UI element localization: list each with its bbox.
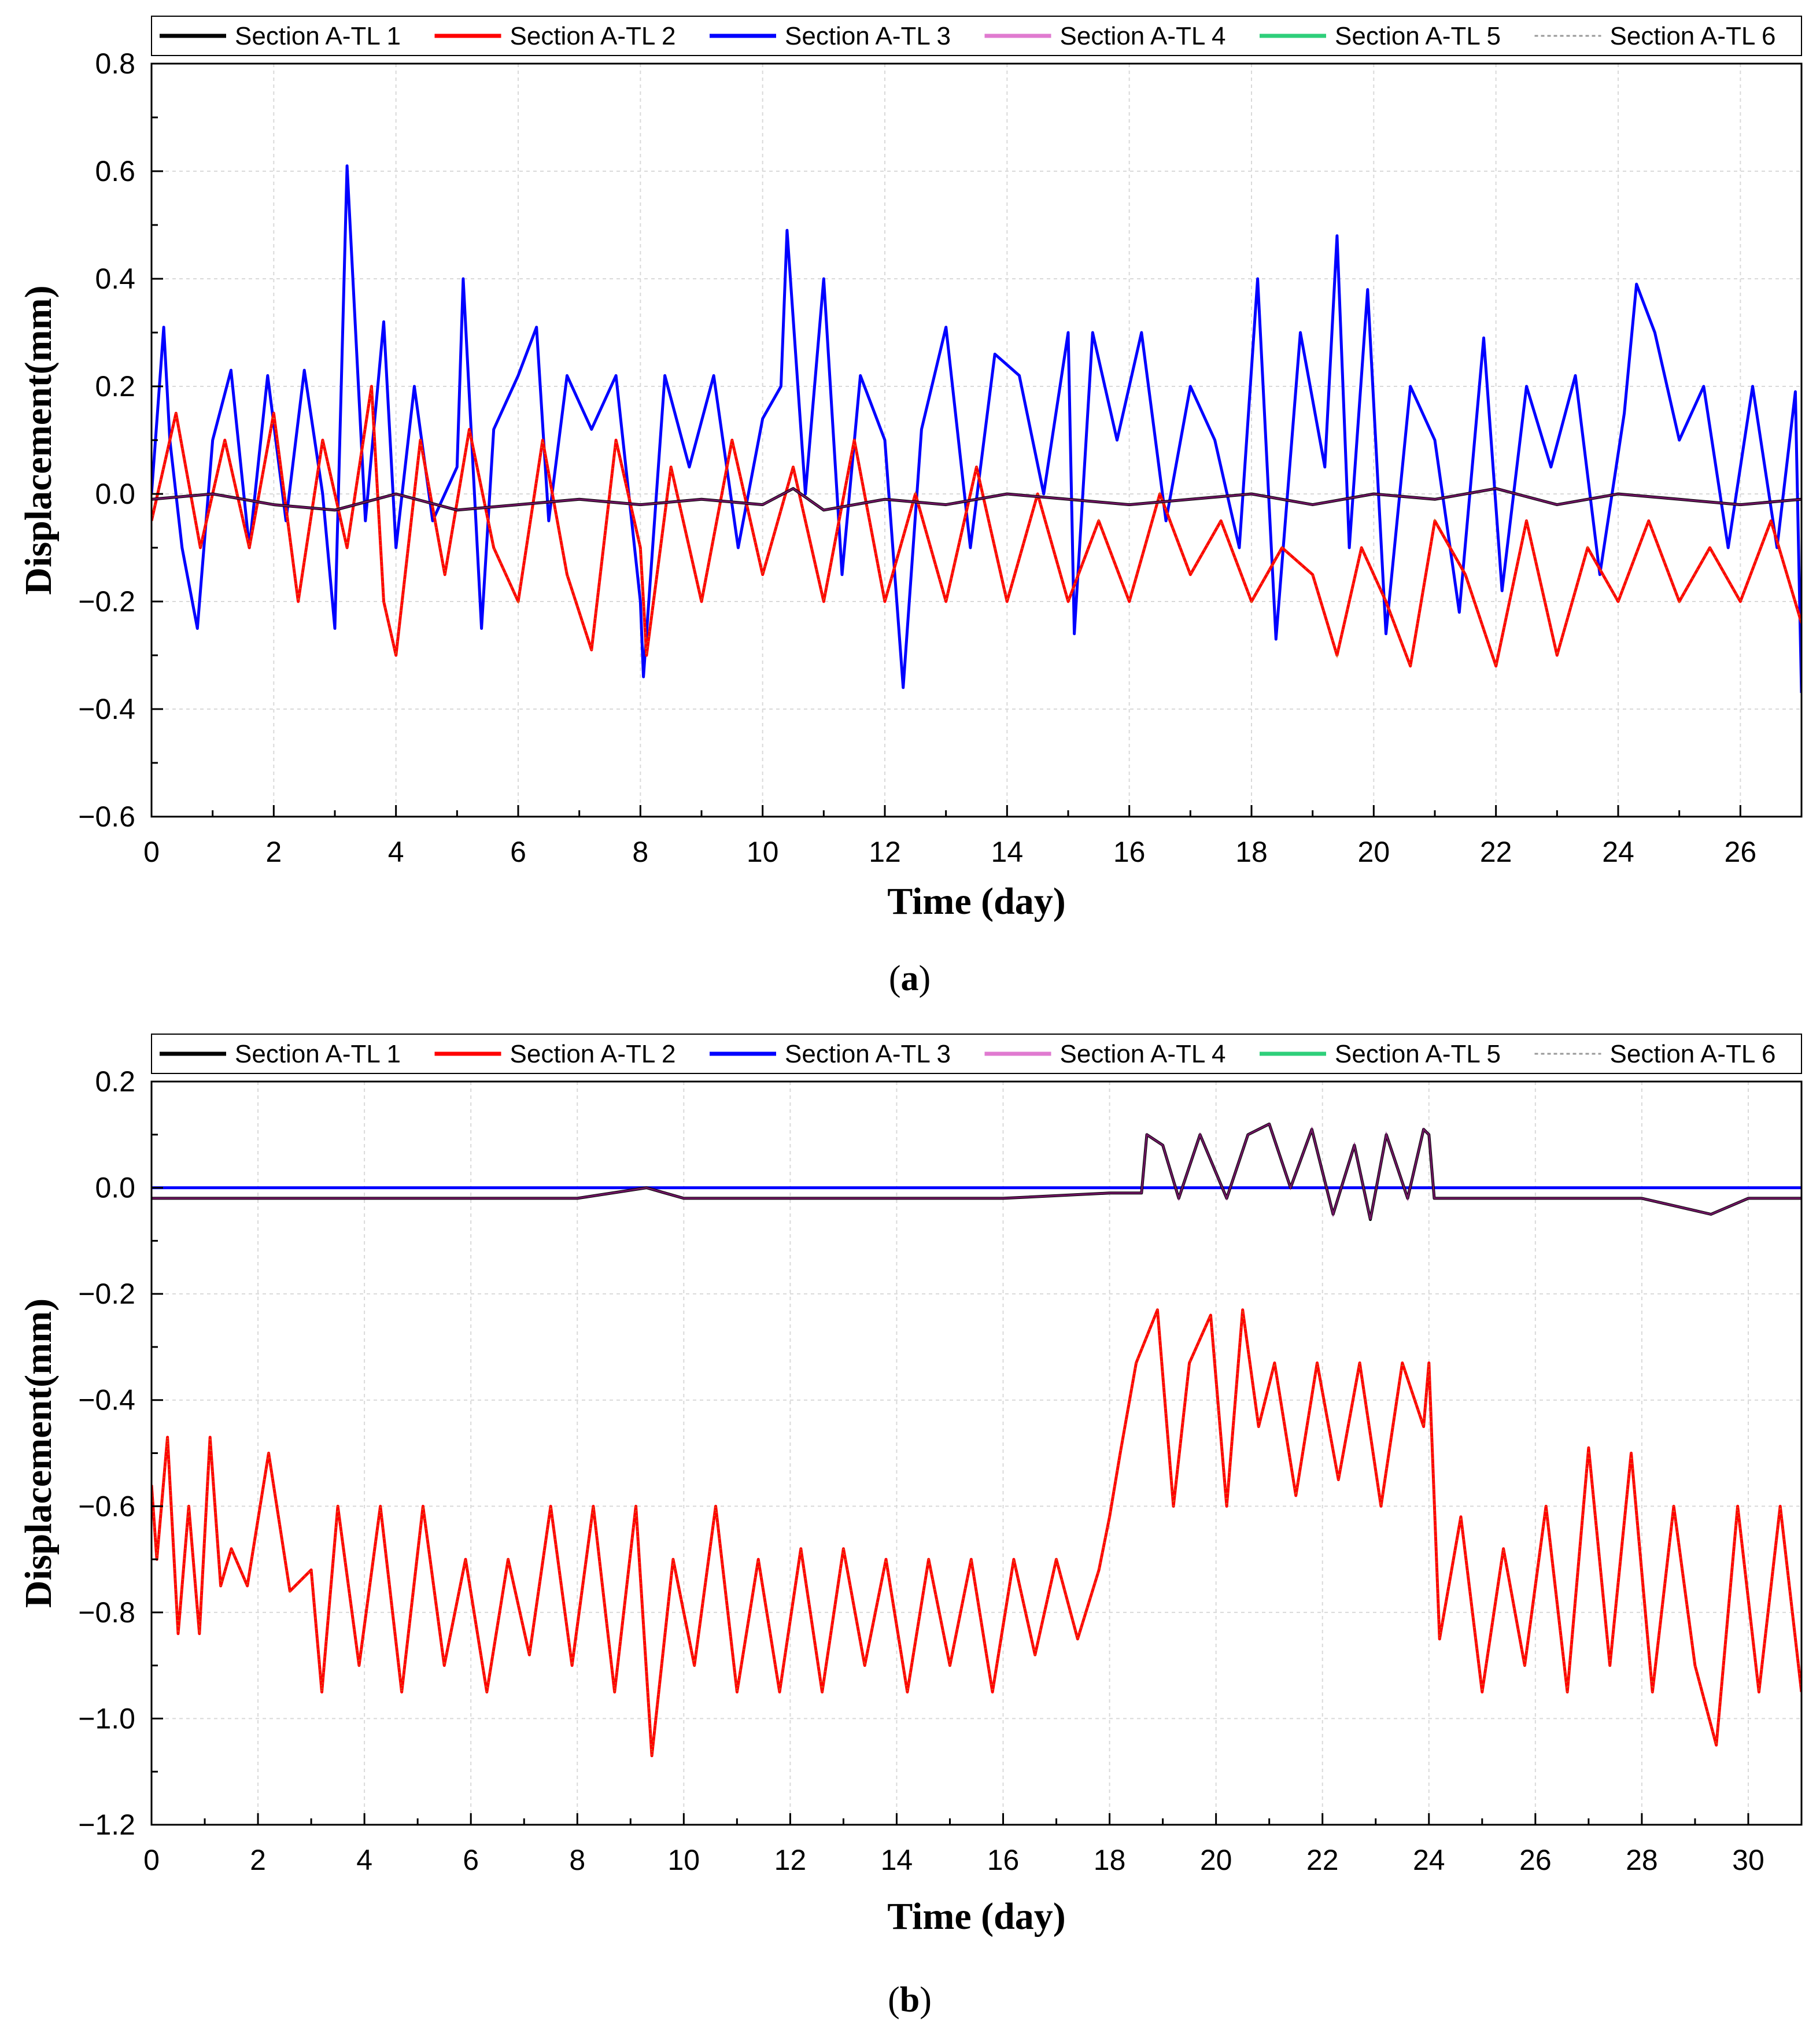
legend-label: Section A-TL 1 [235, 22, 401, 50]
y-tick-label: −0.6 [78, 800, 135, 833]
legend-label: Section A-TL 5 [1335, 22, 1501, 50]
grid [151, 63, 1801, 817]
x-tick-label: 0 [143, 836, 160, 868]
y-tick-label: −0.4 [78, 693, 135, 725]
y-axis: 0.2 0.0 −0.2 −0.4 −0.6 −0.8 −1.0 −1.2 Displaceme… [17, 1065, 163, 1841]
y-axis-title: Displacement(mm) [17, 285, 60, 595]
y-tick-label: 0.0 [95, 478, 135, 510]
series-line-section-a-tl-2 [152, 1308, 1801, 1758]
y-axis-title: Displacement(mm) [17, 1298, 60, 1608]
series-line-overlap-a-tl-5 [152, 1309, 1801, 1756]
caption-a: (a) [889, 959, 931, 998]
x-tick-label: 22 [1306, 1844, 1339, 1876]
y-tick-label: −0.2 [78, 585, 135, 618]
x-tick-label: 6 [510, 836, 526, 868]
y-tick-label: −0.2 [78, 1278, 135, 1310]
series-group [152, 164, 1801, 693]
x-tick-label: 24 [1602, 836, 1634, 868]
x-tick-label: 12 [774, 1844, 807, 1876]
y-tick-label: −1.0 [78, 1702, 135, 1735]
series-line-section-a-tl-2 [152, 385, 1801, 668]
legend-box [151, 16, 1802, 56]
legend-label: Section A-TL 1 [235, 1040, 401, 1068]
series-line-section-a-tl-1 [152, 1122, 1801, 1222]
legend-label: Section A-TL 4 [1060, 22, 1226, 50]
series-line-section-a-tl-3 [152, 164, 1801, 693]
x-tick-label: 10 [747, 836, 779, 868]
x-axis-title: Time (day) [887, 880, 1066, 922]
series-group [152, 1122, 1801, 1758]
x-tick-label: 8 [632, 836, 648, 868]
x-tick-label: 4 [388, 836, 404, 868]
legend-label: Section A-TL 3 [785, 1040, 951, 1068]
legend-box [151, 1034, 1802, 1074]
y-tick-label: 0.2 [95, 370, 135, 403]
x-tick-label: 16 [987, 1844, 1020, 1876]
x-tick-label: 24 [1413, 1844, 1445, 1876]
x-tick-label: 10 [668, 1844, 700, 1876]
x-tick-label: 28 [1626, 1844, 1658, 1876]
x-tick-label: 18 [1235, 836, 1268, 868]
x-tick-label: 16 [1113, 836, 1146, 868]
series-line-overlap-a-tl-4 [152, 487, 1801, 511]
legend: Section A-TL 1 Section A-TL 2 Section A-TL… [151, 16, 1802, 56]
y-tick-label: 0.4 [95, 263, 135, 295]
x-axis-title: Time (day) [887, 1895, 1066, 1938]
x-tick-label: 18 [1094, 1844, 1126, 1876]
caption-b-letter: b [900, 1980, 920, 2020]
legend-label: Section A-TL 3 [785, 22, 951, 50]
x-tick-label: 2 [250, 1844, 266, 1876]
y-tick-label: −0.4 [78, 1384, 135, 1416]
caption-a-letter: a [901, 959, 919, 998]
legend-label: Section A-TL 6 [1610, 1040, 1776, 1068]
x-tick-label: 26 [1519, 1844, 1552, 1876]
x-tick-label: 0 [143, 1844, 160, 1876]
grid [151, 1081, 1801, 1825]
x-tick-label: 30 [1732, 1844, 1764, 1876]
panel-b-chart: Section A-TL 1 Section A-TL 2 Section A-TL… [17, 1034, 1803, 1938]
legend-label: Section A-TL 2 [510, 22, 676, 50]
legend: Section A-TL 1 Section A-TL 2 Section A-TL… [151, 1034, 1802, 1074]
plot-frame [150, 62, 1803, 818]
y-tick-label: 0.8 [95, 47, 135, 80]
legend-label: Section A-TL 2 [510, 1040, 676, 1068]
x-tick-label: 4 [356, 1844, 372, 1876]
y-tick-label: 0.2 [95, 1065, 135, 1098]
x-tick-label: 12 [869, 836, 901, 868]
panel-a-chart: Section A-TL 1 Section A-TL 2 Section A-TL… [17, 16, 1803, 922]
y-tick-label: −1.2 [78, 1809, 135, 1841]
y-tick-label: 0.6 [95, 155, 135, 187]
x-tick-label: 8 [569, 1844, 585, 1876]
y-axis: 0.8 0.6 0.4 0.2 0.0 −0.2 −0.4 −0.6 Displacement(… [17, 47, 163, 833]
y-tick-label: 0.0 [95, 1172, 135, 1204]
series-line-overlap-a-tl-4 [152, 1123, 1801, 1220]
legend-label: Section A-TL 4 [1060, 1040, 1226, 1068]
y-tick-label: −0.8 [78, 1596, 135, 1629]
y-tick-label: −0.6 [78, 1490, 135, 1522]
plot-frame [150, 1080, 1803, 1826]
x-tick-label: 14 [991, 836, 1024, 868]
x-tick-label: 22 [1480, 836, 1512, 868]
x-tick-label: 20 [1358, 836, 1390, 868]
x-tick-label: 6 [463, 1844, 479, 1876]
caption-b: (b) [888, 1980, 932, 2020]
x-tick-label: 14 [881, 1844, 913, 1876]
legend-label: Section A-TL 5 [1335, 1040, 1501, 1068]
legend-label: Section A-TL 6 [1610, 22, 1776, 50]
x-tick-label: 20 [1200, 1844, 1232, 1876]
x-tick-label: 26 [1725, 836, 1757, 868]
x-tick-label: 2 [265, 836, 282, 868]
